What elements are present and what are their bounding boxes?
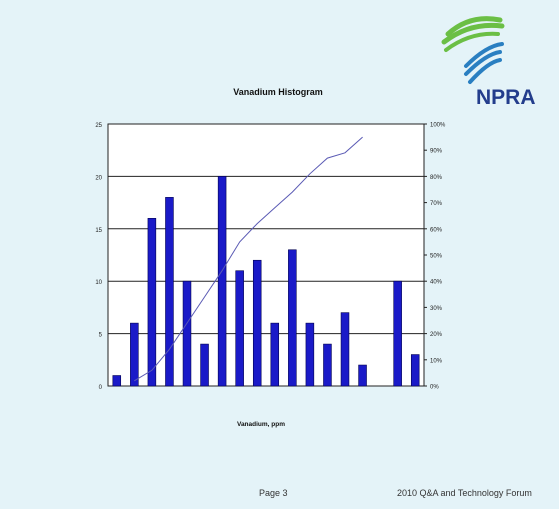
y2-tick-label: 30% bbox=[430, 306, 443, 312]
y-tick-label: 25 bbox=[95, 123, 102, 129]
chart-canvas: Vanadium Histogram 0 5 10 15 20 25 0% 10% 20% 30% 4… bbox=[95, 87, 446, 428]
histogram-bar bbox=[393, 280, 402, 387]
y-tick-label: 20 bbox=[95, 175, 102, 181]
y2-tick-label: 40% bbox=[430, 280, 443, 286]
y-tick-label: 5 bbox=[99, 333, 103, 339]
histogram-bar bbox=[323, 343, 332, 387]
y2-tick-label: 90% bbox=[430, 149, 443, 155]
y2-tick-label: 10% bbox=[430, 358, 443, 364]
histogram-bar bbox=[340, 312, 350, 387]
y2-tick-label: 0% bbox=[430, 385, 439, 391]
y2-tick-label: 80% bbox=[430, 175, 443, 181]
y2-tick-label: 60% bbox=[430, 227, 443, 233]
histogram-bar bbox=[270, 322, 280, 387]
y2-tick-label: 70% bbox=[430, 201, 443, 207]
histogram-bar bbox=[252, 259, 262, 387]
chart-title: Vanadium Histogram bbox=[233, 87, 323, 97]
plot-area bbox=[107, 123, 425, 387]
histogram-bar bbox=[410, 354, 420, 387]
histogram-bar bbox=[130, 322, 139, 387]
cumulative-percent-line bbox=[134, 136, 363, 382]
histogram-bar bbox=[182, 280, 192, 387]
y2-tick-label: 50% bbox=[430, 254, 443, 260]
histogram-bar bbox=[305, 322, 315, 387]
histogram-bar bbox=[288, 249, 297, 387]
y2-tick-label: 20% bbox=[430, 332, 443, 338]
npra-logo bbox=[440, 12, 552, 112]
y2-tick-label: 100% bbox=[430, 123, 446, 129]
histogram-bar bbox=[235, 270, 244, 387]
histogram-bar bbox=[200, 343, 209, 387]
page-number: Page 3 bbox=[259, 488, 288, 498]
histogram-bar bbox=[358, 364, 367, 387]
histogram-bar bbox=[217, 176, 227, 387]
histogram-bar bbox=[112, 375, 122, 387]
x-axis-label: Vanadium, ppm bbox=[237, 421, 285, 428]
npra-logo-text: NPRA bbox=[476, 86, 536, 109]
histogram-bar bbox=[147, 218, 157, 387]
y-tick-label: 10 bbox=[95, 280, 102, 286]
y-tick-label: 0 bbox=[99, 385, 103, 391]
npra-swoosh-icon bbox=[441, 16, 505, 84]
y-tick-label: 15 bbox=[95, 228, 102, 234]
vanadium-histogram-chart: Vanadium Histogram 0 5 10 15 20 25 0% 10% 20% 30% 4… bbox=[95, 78, 465, 438]
histogram-bar bbox=[165, 197, 174, 387]
event-name: 2010 Q&A and Technology Forum bbox=[397, 488, 532, 498]
